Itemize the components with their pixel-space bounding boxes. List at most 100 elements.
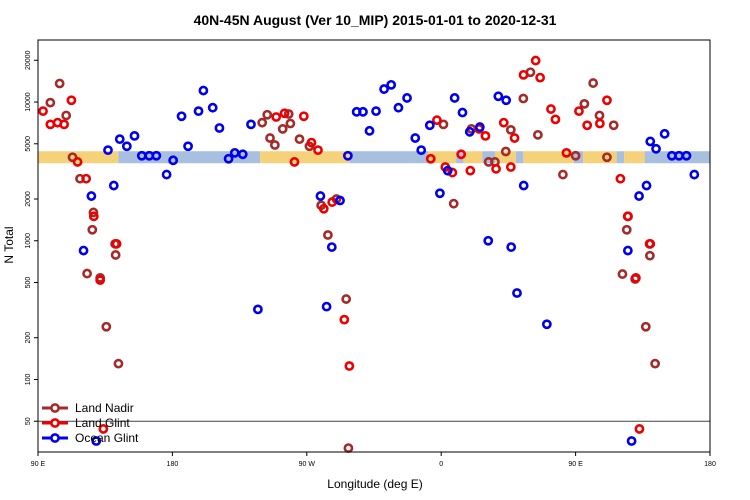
point-ocean-glint <box>493 91 504 102</box>
point-land-glint <box>645 238 656 249</box>
point-land-glint <box>622 211 633 222</box>
point-ocean-glint <box>183 141 193 152</box>
point-land-nadir <box>61 110 72 121</box>
legend-label: Ocean Glint <box>75 431 139 445</box>
point-ocean-glint <box>651 143 661 154</box>
point-ocean-glint <box>121 141 132 152</box>
point-ocean-glint <box>207 102 218 113</box>
point-land-nadir <box>438 119 449 130</box>
point-land-glint <box>561 147 572 158</box>
point-ocean-glint <box>108 180 119 191</box>
y-tick-label: 5000 <box>25 136 32 152</box>
point-land-glint <box>98 424 109 434</box>
point-land-glint <box>59 119 70 130</box>
point-land-nadir <box>54 78 65 89</box>
point-ocean-glint <box>86 191 97 201</box>
point-land-glint <box>81 173 92 184</box>
point-ocean-glint <box>442 165 453 176</box>
point-land-nadir <box>558 169 568 180</box>
point-land-nadir <box>341 294 352 304</box>
point-land-glint <box>271 112 282 122</box>
point-land-glint <box>535 72 546 83</box>
x-tick-label: 0 <box>439 461 443 468</box>
point-ocean-glint <box>641 180 652 191</box>
point-ocean-glint <box>634 191 644 201</box>
legend-label: Land Glint <box>75 416 130 430</box>
point-ocean-glint <box>541 319 552 330</box>
point-ocean-glint <box>622 245 633 256</box>
point-land-glint <box>630 272 641 283</box>
point-land-glint <box>306 137 317 148</box>
y-tick-label: 100 <box>25 374 32 386</box>
point-land-glint <box>546 104 556 114</box>
point-land-glint <box>432 115 442 126</box>
x-tick-label: 180 <box>704 461 716 468</box>
legend-marker <box>50 418 60 428</box>
point-land-glint <box>509 133 520 143</box>
point-ocean-glint <box>214 123 225 133</box>
point-ocean-glint <box>223 153 234 164</box>
point-ocean-glint <box>198 85 209 96</box>
point-ocean-glint <box>386 79 397 90</box>
point-land-nadir <box>602 152 612 163</box>
point-ocean-glint <box>424 120 435 131</box>
point-land-glint <box>66 95 77 106</box>
y-tick-label: 20000 <box>25 50 32 70</box>
point-ocean-glint <box>410 133 421 143</box>
x-axis: 90 E 180 90 W 0 90 E 180 <box>31 452 716 468</box>
point-ocean-glint <box>434 188 445 199</box>
point-ocean-glint <box>501 95 512 106</box>
point-ocean-glint <box>193 106 204 117</box>
point-land-nadir <box>262 109 273 120</box>
point-land-glint <box>518 69 529 80</box>
point-land-glint <box>289 157 300 167</box>
point-ocean-glint <box>689 169 700 180</box>
point-ocean-glint <box>474 122 485 132</box>
band-segment-land <box>495 151 516 164</box>
point-ocean-glint <box>483 235 494 246</box>
point-ocean-glint <box>512 288 522 298</box>
point-land-glint <box>95 275 106 286</box>
x-tick-label: 90 E <box>31 461 46 468</box>
point-land-glint <box>530 55 541 66</box>
point-land-nadir <box>285 118 296 129</box>
point-ocean-glint <box>416 145 427 156</box>
band-segment-ocean <box>616 151 625 164</box>
band-segment-land <box>463 151 483 164</box>
point-land-nadir <box>269 140 280 150</box>
point-ocean-glint <box>393 102 404 113</box>
point-land-glint <box>456 149 467 160</box>
point-land-nadir <box>294 134 305 145</box>
point-land-nadir <box>518 93 529 104</box>
y-tick-label: 2000 <box>25 191 32 207</box>
point-land-nadir <box>650 358 661 369</box>
point-land-glint <box>339 314 350 325</box>
point-ocean-glint <box>168 155 179 166</box>
x-tick-label: 90 E <box>568 461 583 468</box>
point-ocean-glint <box>626 436 637 446</box>
point-land-nadir <box>608 120 619 131</box>
point-land-nadir <box>67 152 78 163</box>
point-land-nadir <box>277 124 288 134</box>
legend-marker <box>50 433 60 443</box>
x-tick-label: 90 W <box>299 461 316 468</box>
band-segment-ocean <box>349 151 429 164</box>
point-ocean-glint <box>246 119 256 130</box>
band-segment-land <box>624 151 645 164</box>
band-segment-land <box>523 151 574 164</box>
point-land-nadir <box>579 98 590 109</box>
point-land-glint <box>88 211 99 222</box>
chart-title: 40N-45N August (Ver 10_MIP) 2015-01-01 t… <box>194 12 557 28</box>
point-land-glint <box>574 106 584 117</box>
legend-marker <box>50 403 60 413</box>
point-ocean-glint <box>78 245 89 256</box>
point-ocean-glint <box>315 191 326 201</box>
x-axis-label: Longitude (deg E) <box>327 477 422 491</box>
point-land-glint <box>602 95 612 106</box>
x-tick-label: 180 <box>167 461 179 468</box>
point-land-glint <box>491 163 501 174</box>
point-land-glint <box>480 130 491 141</box>
point-ocean-glint <box>457 107 468 118</box>
point-land-nadir <box>588 78 599 88</box>
